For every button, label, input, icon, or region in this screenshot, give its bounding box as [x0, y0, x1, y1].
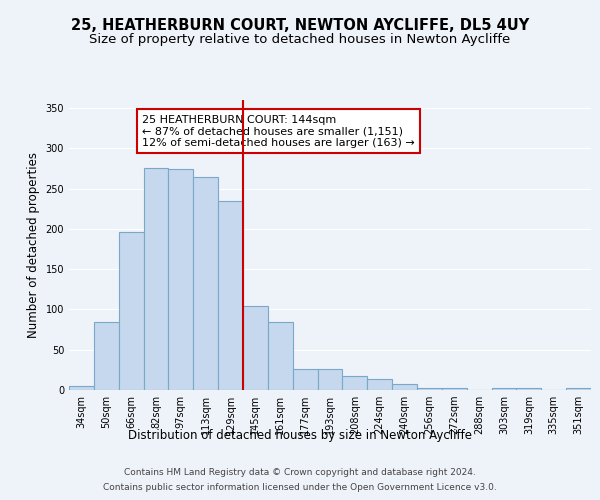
Text: Contains public sector information licensed under the Open Government Licence v3: Contains public sector information licen…	[103, 483, 497, 492]
Bar	[119, 232, 143, 390]
Bar	[392, 384, 417, 390]
Bar	[491, 388, 517, 390]
Text: Size of property relative to detached houses in Newton Aycliffe: Size of property relative to detached ho…	[89, 32, 511, 46]
Bar	[243, 306, 268, 390]
Bar	[143, 168, 169, 390]
Bar	[293, 369, 317, 390]
Bar	[193, 176, 218, 390]
Bar	[566, 388, 591, 390]
Bar	[94, 322, 119, 390]
Bar	[367, 378, 392, 390]
Bar	[442, 388, 467, 390]
Bar	[218, 200, 243, 390]
Y-axis label: Number of detached properties: Number of detached properties	[27, 152, 40, 338]
Text: 25 HEATHERBURN COURT: 144sqm
← 87% of detached houses are smaller (1,151)
12% of: 25 HEATHERBURN COURT: 144sqm ← 87% of de…	[142, 114, 415, 148]
Bar	[343, 376, 367, 390]
Text: Distribution of detached houses by size in Newton Aycliffe: Distribution of detached houses by size …	[128, 428, 472, 442]
Bar	[69, 386, 94, 390]
Bar	[268, 322, 293, 390]
Bar	[169, 170, 193, 390]
Bar	[517, 388, 541, 390]
Bar	[417, 388, 442, 390]
Text: 25, HEATHERBURN COURT, NEWTON AYCLIFFE, DL5 4UY: 25, HEATHERBURN COURT, NEWTON AYCLIFFE, …	[71, 18, 529, 32]
Text: Contains HM Land Registry data © Crown copyright and database right 2024.: Contains HM Land Registry data © Crown c…	[124, 468, 476, 477]
Bar	[317, 369, 343, 390]
